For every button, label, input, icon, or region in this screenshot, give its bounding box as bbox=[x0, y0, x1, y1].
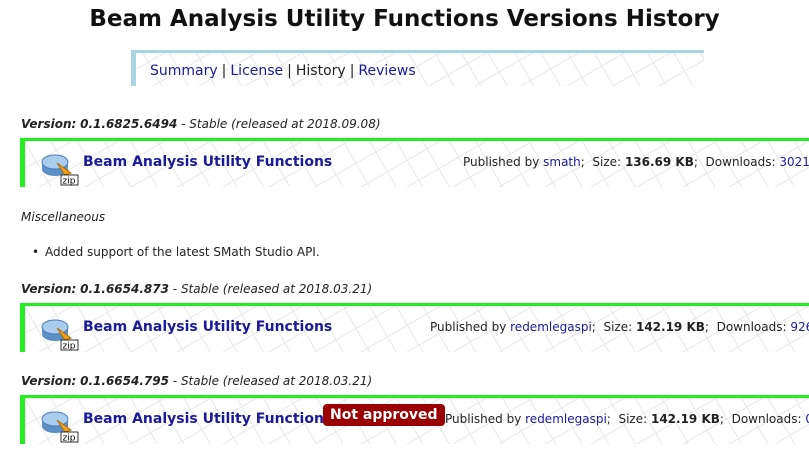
svg-text:zip: zip bbox=[63, 434, 76, 444]
version-heading: Version: 0.1.6654.795 - Stable (released… bbox=[21, 374, 372, 388]
nav-summary[interactable]: Summary bbox=[150, 63, 218, 79]
downloads-label: Downloads: bbox=[705, 155, 776, 169]
version-number: 0.1.6654.795 bbox=[80, 374, 169, 388]
downloads-label: Downloads: bbox=[731, 412, 802, 426]
package-link[interactable]: Beam Analysis Utility Functions bbox=[83, 154, 333, 170]
svg-text:zip: zip bbox=[63, 342, 76, 352]
version-label: Version: bbox=[21, 282, 77, 296]
nav-history: History bbox=[295, 63, 346, 79]
change-item: Added support of the latest SMath Studio… bbox=[32, 245, 320, 259]
nav-reviews[interactable]: Reviews bbox=[358, 63, 416, 79]
version-heading: Version: 0.1.6825.6494 - Stable (release… bbox=[21, 117, 381, 131]
package-link[interactable]: Beam Analysis Utility Functions bbox=[83, 411, 333, 427]
downloads-count[interactable]: 0 bbox=[805, 412, 809, 426]
version-card: zip Beam Analysis Utility Functions Not … bbox=[20, 395, 809, 444]
version-number: 0.1.6825.6494 bbox=[80, 117, 178, 131]
author-link[interactable]: redemlegaspi bbox=[510, 320, 592, 334]
published-by-label: Published by bbox=[445, 412, 522, 426]
version-status: - Stable (released at 2018.03.21) bbox=[172, 282, 373, 296]
separator: | bbox=[221, 63, 227, 79]
size-value: 142.19 KB bbox=[635, 320, 705, 334]
version-status: - Stable (released at 2018.03.21) bbox=[172, 374, 373, 388]
downloads-count[interactable]: 3021 bbox=[779, 155, 809, 169]
version-number: 0.1.6654.873 bbox=[80, 282, 169, 296]
package-link[interactable]: Beam Analysis Utility Functions bbox=[83, 319, 333, 335]
package-meta: Published by smath; Size: 136.69 KB; Dow… bbox=[463, 155, 809, 169]
nav-license[interactable]: License bbox=[230, 63, 284, 79]
published-by-label: Published by bbox=[463, 155, 540, 169]
version-card: zip Beam Analysis Utility Functions Publ… bbox=[20, 303, 809, 352]
nav-bar: Summary | License | History | Reviews bbox=[131, 50, 704, 86]
downloads-label: Downloads: bbox=[716, 320, 787, 334]
published-by-label: Published by bbox=[430, 320, 507, 334]
separator: | bbox=[349, 63, 355, 79]
size-label: Size: bbox=[603, 320, 633, 334]
size-value: 142.19 KB bbox=[650, 412, 720, 426]
author-link[interactable]: redemlegaspi bbox=[525, 412, 607, 426]
size-label: Size: bbox=[592, 155, 622, 169]
page-title: Beam Analysis Utility Functions Versions… bbox=[89, 6, 720, 32]
zip-package-icon[interactable]: zip bbox=[39, 149, 83, 187]
size-label: Size: bbox=[618, 412, 648, 426]
version-heading: Version: 0.1.6654.873 - Stable (released… bbox=[21, 282, 372, 296]
author-link[interactable]: smath bbox=[543, 155, 581, 169]
version-label: Version: bbox=[21, 117, 77, 131]
separator: | bbox=[287, 63, 292, 79]
version-status: - Stable (released at 2018.09.08) bbox=[181, 117, 381, 131]
version-label: Version: bbox=[21, 374, 77, 388]
downloads-count[interactable]: 926 bbox=[790, 320, 809, 334]
version-card: zip Beam Analysis Utility Functions Publ… bbox=[20, 138, 809, 187]
svg-text:zip: zip bbox=[63, 177, 76, 187]
package-meta: Published by redemlegaspi; Size: 142.19 … bbox=[430, 320, 809, 334]
package-meta: Published by redemlegaspi; Size: 142.19 … bbox=[445, 412, 809, 426]
change-section: Miscellaneous bbox=[21, 210, 106, 224]
size-value: 136.69 KB bbox=[624, 155, 694, 169]
zip-package-icon[interactable]: zip bbox=[39, 314, 83, 352]
status-badge: Not approved bbox=[323, 404, 445, 426]
zip-package-icon[interactable]: zip bbox=[39, 406, 83, 444]
